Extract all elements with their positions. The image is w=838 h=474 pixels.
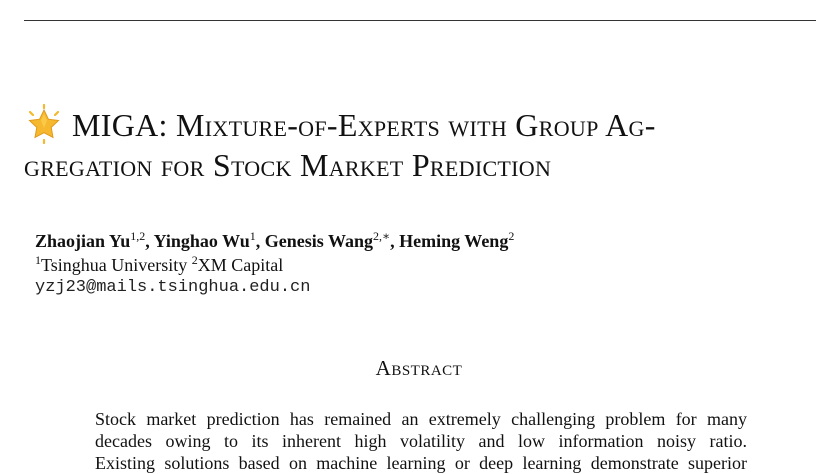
author-email[interactable]: yzj23@mails.tsinghua.edu.cn	[35, 278, 311, 297]
author-separator: ,	[145, 231, 154, 251]
affiliation-name: XM Capital	[197, 255, 284, 275]
author-list: Zhaojian Yu1,2, Yinghao Wu1, Genesis Wan…	[35, 229, 514, 253]
affiliation-mark: 2	[191, 253, 198, 267]
author-name: Zhaojian Yu	[35, 231, 131, 251]
author-name: Genesis Wang	[264, 231, 373, 251]
abstract-line: Existing solutions based on machine lear…	[95, 453, 747, 473]
author-name: Heming Weng	[399, 231, 509, 251]
star-icon	[28, 104, 60, 144]
author-affil-mark: 2,∗	[372, 229, 391, 243]
abstract-line: decades owing to its inherent high volat…	[95, 431, 747, 451]
author-separator: ,	[255, 231, 265, 251]
affiliation-name: Tsinghua University	[41, 255, 188, 275]
title-text-1: MIGA: Mixture-of-Experts with Group Ag-	[72, 107, 656, 143]
author-affil-mark: 1	[249, 229, 256, 243]
abstract-heading: Abstract	[375, 356, 463, 380]
author-affil-mark: 2	[508, 229, 515, 243]
title-line-1: MIGA: Mixture-of-Experts with Group Ag-	[24, 104, 824, 145]
top-rule	[24, 20, 816, 21]
paper-title: MIGA: Mixture-of-Experts with Group Ag- …	[24, 104, 824, 185]
title-text-2: gregation for Stock Market Prediction	[24, 147, 552, 183]
affiliation-mark: 1	[35, 253, 41, 267]
abstract-body: Stock market prediction has remained an …	[95, 408, 747, 474]
author-separator: ,	[390, 231, 400, 251]
affiliation-line: 1Tsinghua University 2XM Capital	[35, 253, 283, 277]
author-name: Yinghao Wu	[153, 231, 250, 251]
abstract-line: Stock market prediction has remained an …	[95, 409, 747, 429]
title-line-2: gregation for Stock Market Prediction	[24, 145, 824, 185]
author-affil-mark: 1,2	[130, 229, 146, 243]
